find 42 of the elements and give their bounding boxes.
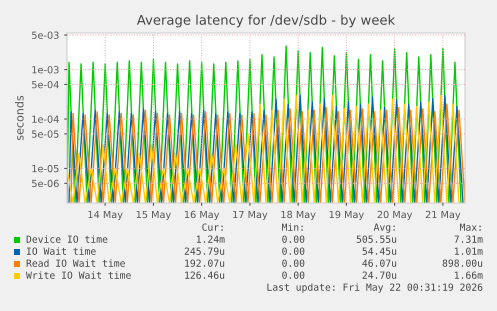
- y-tick-label: 5e-06: [32, 180, 59, 188]
- y-tick-label: 5e-04: [32, 80, 59, 88]
- text: 898.00u: [442, 259, 482, 267]
- text: 192.07u: [185, 259, 224, 267]
- text: Last update: Fri May 22 00:31:19 2026: [267, 283, 482, 293]
- y-tick-label: 5e-03: [32, 32, 59, 39]
- x-tick-label: 16 May: [184, 210, 220, 220]
- text: 245.79u: [184, 247, 224, 255]
- text: 0.00: [282, 259, 304, 267]
- x-tick-label: 20 May: [378, 210, 412, 220]
- y-axis-title: seconds: [15, 96, 24, 140]
- y-tick-label: 1e-04: [32, 116, 59, 123]
- text: 0.00: [282, 247, 304, 255]
- text: 0.00: [282, 235, 304, 243]
- text: 1.24m: [196, 235, 225, 243]
- legend-label: Write IO Wait time: [26, 271, 131, 279]
- x-tick-label: 14 May: [88, 210, 123, 220]
- text: Avg:: [374, 224, 395, 233]
- text: Cur:: [202, 223, 223, 231]
- x-tick-label: 18 May: [281, 210, 316, 220]
- x-tick-label: 19 May: [330, 210, 364, 220]
- x-tick-label: 21 May: [426, 210, 460, 220]
- text: 126.46u: [185, 271, 224, 279]
- chart-title: Average latency for /dev/sdb - by week: [136, 14, 396, 28]
- y-tick-label: 1e-05: [32, 164, 59, 172]
- x-tick-label: 15 May: [136, 210, 171, 220]
- text: 505.55u: [356, 235, 396, 243]
- text: 24.70u: [362, 271, 396, 279]
- legend-label: IO Wait time: [26, 247, 96, 255]
- text: 1.01m: [454, 247, 483, 255]
- text: Max:: [460, 224, 481, 231]
- text: 46.07u: [362, 259, 396, 267]
- text: 54.45u: [362, 248, 396, 255]
- text: 0.00: [282, 271, 304, 279]
- text: 7.31m: [454, 235, 483, 243]
- x-tick-label: 17 May: [233, 210, 268, 220]
- y-tick-label: 5e-05: [32, 130, 59, 138]
- legend-label: Read IO Wait time: [26, 259, 125, 267]
- y-tick-label: 1e-03: [32, 66, 59, 74]
- text: Min:: [282, 223, 303, 231]
- text: 1.66m: [454, 271, 483, 279]
- legend-label: Device IO time: [26, 235, 108, 243]
